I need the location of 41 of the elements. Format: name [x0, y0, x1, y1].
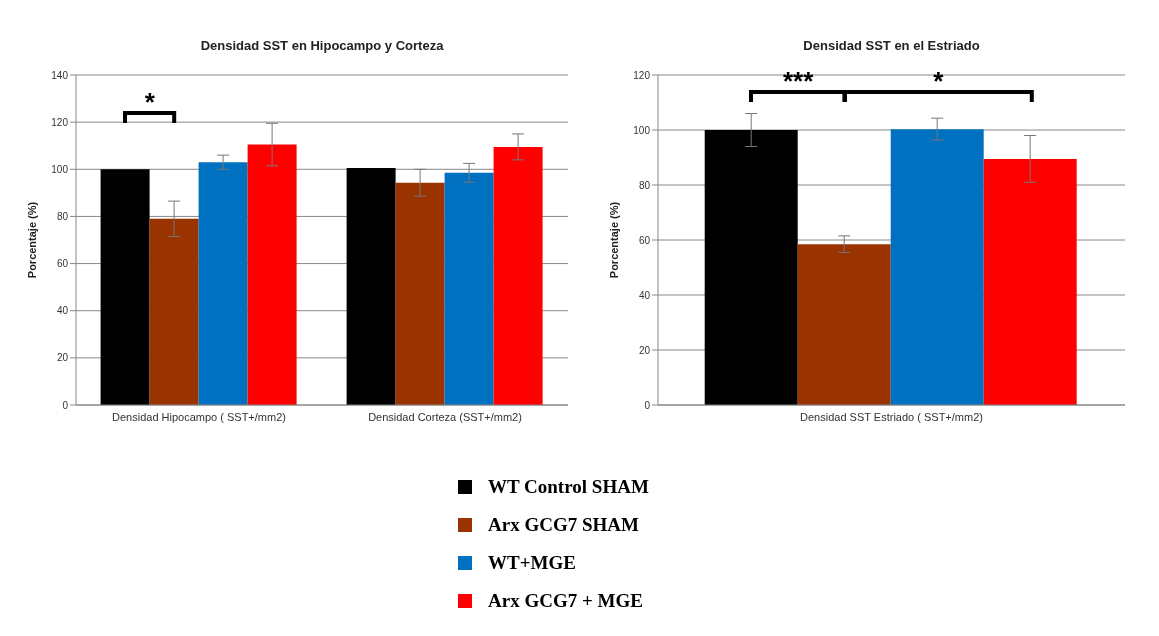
y-tick-label: 80 [56, 210, 69, 222]
annotation: * [932, 65, 945, 96]
bar [198, 162, 248, 405]
bar [983, 158, 1077, 405]
y-tick-label: 20 [638, 344, 651, 356]
bar [346, 168, 396, 405]
bar [704, 130, 798, 405]
y-tick-label: 60 [638, 234, 651, 246]
y-tick-label: 20 [56, 352, 69, 364]
bar [444, 172, 494, 405]
chart-title: Densidad SST en Hipocampo y Corteza [199, 38, 445, 53]
y-tick-label: 140 [51, 69, 69, 81]
legend-label: Arx GCG7 SHAM [488, 514, 639, 536]
annotation: *** [781, 65, 815, 96]
y-axis-title: Porcentaje (%) [607, 201, 620, 279]
y-tick-label: 60 [56, 258, 69, 270]
bar [247, 144, 297, 405]
legend-label: WT Control SHAM [488, 476, 649, 498]
y-tick-label: 40 [56, 305, 69, 317]
y-tick-label: 100 [51, 163, 69, 175]
x-tick-label: Densidad Hipocampo ( SST+/mm2) [112, 410, 286, 423]
chart-title: Densidad SST en el Estriado [802, 38, 981, 53]
bar [890, 129, 984, 405]
y-tick-label: 0 [62, 399, 69, 411]
y-tick-label: 80 [638, 179, 651, 191]
y-tick-label: 120 [633, 69, 651, 81]
annotation: * [143, 86, 156, 117]
y-axis-title: Porcentaje (%) [25, 201, 38, 279]
bar [797, 244, 891, 405]
bar [100, 169, 150, 405]
y-tick-label: 120 [51, 116, 69, 128]
x-tick-label: Densidad SST Estriado ( SST+/mm2) [800, 410, 983, 423]
bar [493, 146, 543, 405]
bar [395, 182, 445, 405]
legend-label: WT+MGE [488, 552, 576, 574]
y-tick-label: 100 [633, 124, 651, 136]
bar [149, 218, 199, 405]
legend-label: Arx GCG7 + MGE [488, 590, 643, 612]
x-tick-label: Densidad Corteza (SST+/mm2) [368, 410, 522, 423]
y-tick-label: 0 [644, 399, 651, 411]
y-tick-label: 40 [638, 289, 651, 301]
